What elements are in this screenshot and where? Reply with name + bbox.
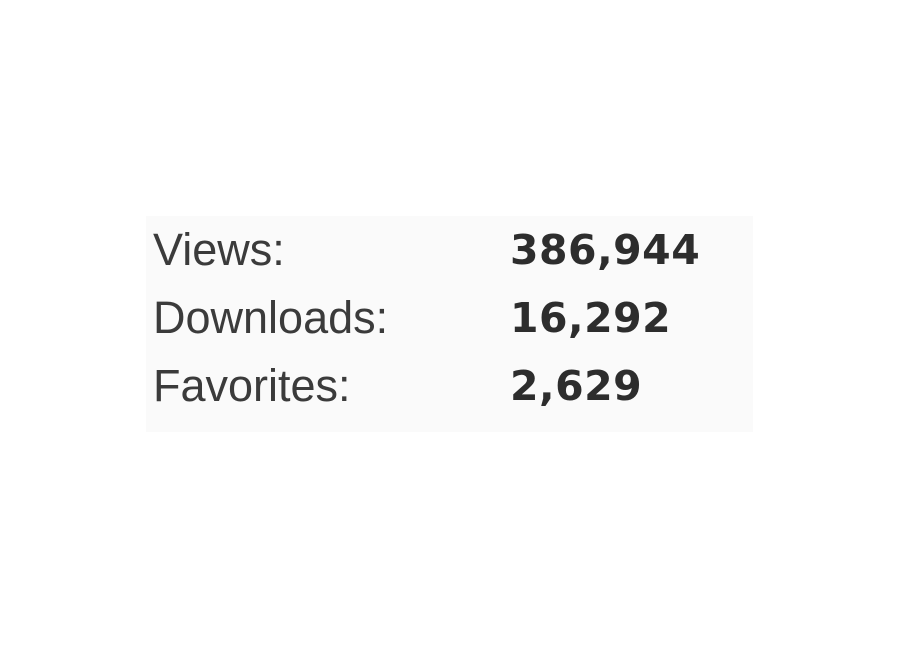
views-label: Views: (153, 224, 285, 275)
stat-row-views: Views: 386,944 (146, 216, 753, 284)
views-count: 386,944 (510, 226, 701, 274)
downloads-count: 16,292 (510, 294, 672, 342)
stats-panel: Views: 386,944 Downloads: 16,292 Favorit… (146, 216, 753, 432)
downloads-label: Downloads: (153, 292, 389, 343)
stat-row-downloads: Downloads: 16,292 (146, 284, 753, 352)
favorites-label: Favorites: (153, 360, 351, 411)
stat-row-favorites: Favorites: 2,629 (146, 352, 753, 420)
favorites-count: 2,629 (510, 362, 643, 410)
